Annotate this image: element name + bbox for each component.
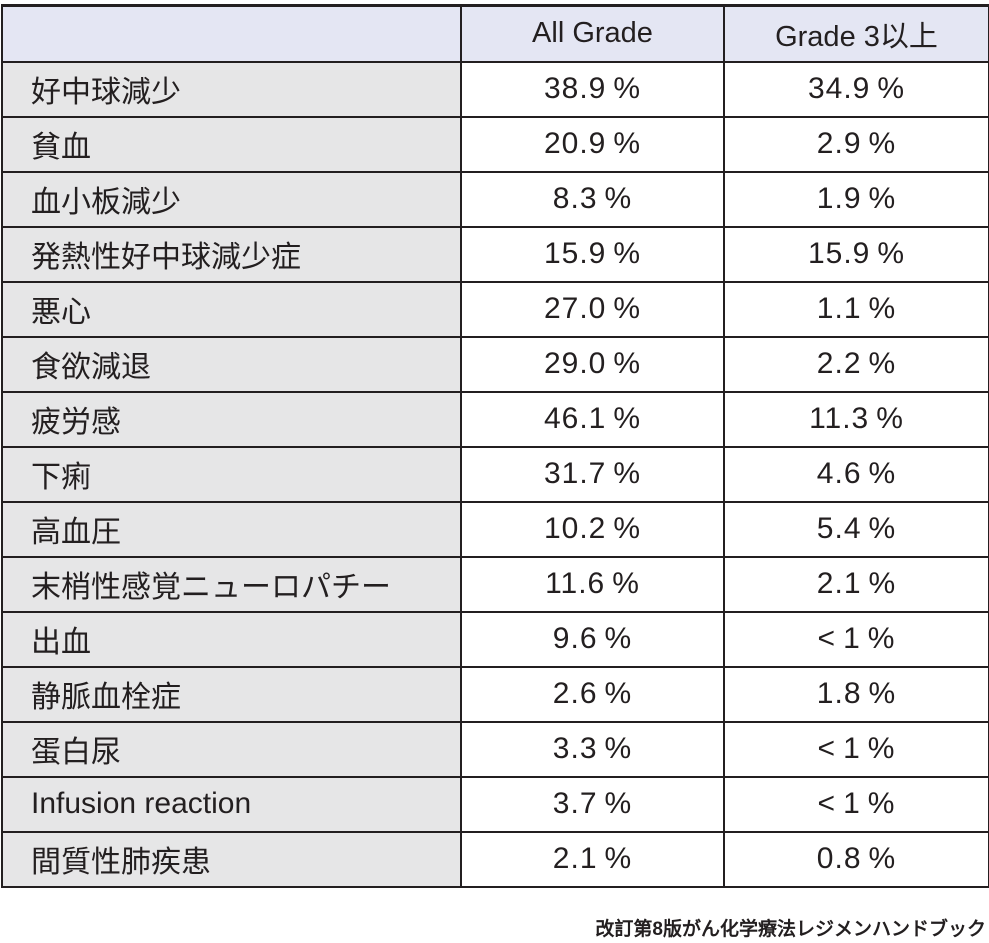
all-grade-value: 27.0 % xyxy=(460,280,725,338)
table-row: 疲労感 46.1 % 11.3 % xyxy=(1,390,989,448)
row-label: 発熱性好中球減少症 xyxy=(1,225,462,283)
table-body: 好中球減少 38.9 % 34.9 % 貧血 20.9 % 2.9 % 血小板減… xyxy=(1,60,989,888)
all-grade-value: 2.1 % xyxy=(460,830,725,888)
grade3-value: 1.8 % xyxy=(723,665,989,723)
row-label: 疲労感 xyxy=(1,390,462,448)
grade3-value: 5.4 % xyxy=(723,500,989,558)
row-label: 悪心 xyxy=(1,280,462,338)
header-cell-grade3: Grade 3以上 xyxy=(723,4,989,63)
row-label: 好中球減少 xyxy=(1,60,462,118)
table-row: 蛋白尿 3.3 % < 1 % xyxy=(1,720,989,778)
row-label: 蛋白尿 xyxy=(1,720,462,778)
table-row: 好中球減少 38.9 % 34.9 % xyxy=(1,60,989,118)
header-row: All Grade Grade 3以上 xyxy=(1,4,989,63)
grade3-value: 0.8 % xyxy=(723,830,989,888)
row-label: 貧血 xyxy=(1,115,462,173)
table-row: 間質性肺疾患 2.1 % 0.8 % xyxy=(1,830,989,888)
table-row: 発熱性好中球減少症 15.9 % 15.9 % xyxy=(1,225,989,283)
row-label: 下痢 xyxy=(1,445,462,503)
row-label: 静脈血栓症 xyxy=(1,665,462,723)
all-grade-value: 20.9 % xyxy=(460,115,725,173)
grade3-value: 4.6 % xyxy=(723,445,989,503)
table-header: All Grade Grade 3以上 xyxy=(1,4,989,63)
row-label: 間質性肺疾患 xyxy=(1,830,462,888)
table-row: 食欲減退 29.0 % 2.2 % xyxy=(1,335,989,393)
grade3-value: < 1 % xyxy=(723,775,989,833)
all-grade-value: 31.7 % xyxy=(460,445,725,503)
row-label: 末梢性感覚ニューロパチー xyxy=(1,555,462,613)
header-cell-all-grade: All Grade xyxy=(460,4,725,63)
table-row: 末梢性感覚ニューロパチー 11.6 % 2.1 % xyxy=(1,555,989,613)
grade3-value: 2.1 % xyxy=(723,555,989,613)
all-grade-value: 46.1 % xyxy=(460,390,725,448)
grade3-value: 2.9 % xyxy=(723,115,989,173)
table-row: 下痢 31.7 % 4.6 % xyxy=(1,445,989,503)
grade3-value: 1.1 % xyxy=(723,280,989,338)
table-row: 悪心 27.0 % 1.1 % xyxy=(1,280,989,338)
grade3-value: < 1 % xyxy=(723,720,989,778)
row-label: 食欲減退 xyxy=(1,335,462,393)
all-grade-value: 3.3 % xyxy=(460,720,725,778)
grade3-value: 34.9 % xyxy=(723,60,989,118)
source-citation: 改訂第8版がん化学療法レジメンハンドブック xyxy=(595,919,986,940)
grade3-value: 2.2 % xyxy=(723,335,989,393)
all-grade-value: 8.3 % xyxy=(460,170,725,228)
all-grade-value: 3.7 % xyxy=(460,775,725,833)
all-grade-value: 15.9 % xyxy=(460,225,725,283)
all-grade-value: 38.9 % xyxy=(460,60,725,118)
table-row: 高血圧 10.2 % 5.4 % xyxy=(1,500,989,558)
all-grade-value: 10.2 % xyxy=(460,500,725,558)
all-grade-value: 11.6 % xyxy=(460,555,725,613)
all-grade-value: 2.6 % xyxy=(460,665,725,723)
grade3-value: 15.9 % xyxy=(723,225,989,283)
adverse-events-table: All Grade Grade 3以上 好中球減少 38.9 % 34.9 % … xyxy=(1,4,989,888)
grade3-value: < 1 % xyxy=(723,610,989,668)
table-row: 貧血 20.9 % 2.9 % xyxy=(1,115,989,173)
all-grade-value: 9.6 % xyxy=(460,610,725,668)
table-row: 静脈血栓症 2.6 % 1.8 % xyxy=(1,665,989,723)
row-label: 高血圧 xyxy=(1,500,462,558)
table-row: 出血 9.6 % < 1 % xyxy=(1,610,989,668)
row-label: 出血 xyxy=(1,610,462,668)
all-grade-value: 29.0 % xyxy=(460,335,725,393)
row-label: Infusion reaction xyxy=(1,775,462,833)
row-label: 血小板減少 xyxy=(1,170,462,228)
table-row: Infusion reaction 3.7 % < 1 % xyxy=(1,775,989,833)
grade3-value: 11.3 % xyxy=(723,390,989,448)
table-row: 血小板減少 8.3 % 1.9 % xyxy=(1,170,989,228)
header-cell-empty xyxy=(1,4,462,63)
grade3-value: 1.9 % xyxy=(723,170,989,228)
